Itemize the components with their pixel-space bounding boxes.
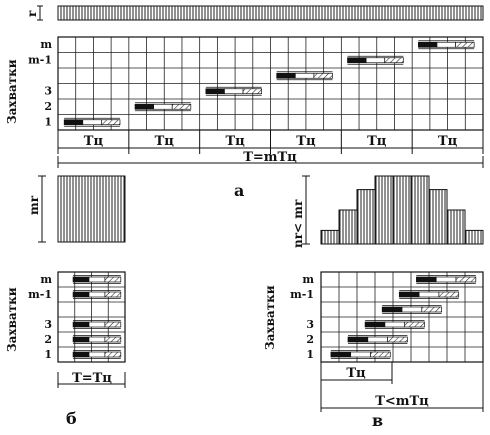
panel-c-resource-histogram: nr< mr [291,175,484,248]
panel-b-work-bar [72,335,122,344]
panel-c-row-label: 3 [306,318,314,331]
panel-c-histogram-bar [356,189,376,245]
panel-c-grid [320,271,484,363]
panel-a-cycle-labels: Тц Тц Тц Тц Тц Тц [57,130,484,154]
panel-a-sequential-schedule: Захватки m m-1 3 2 1 Тц Тц Тц Тц Тц Тц T=mТц а [5,36,484,200]
panel-a-work-bar [63,117,121,127]
panel-c-row-label: 2 [306,333,314,346]
panel-b-resource-block: mr [27,175,126,243]
panel-c-row-label: m-1 [290,288,314,301]
panel-a-cycle-label: Тц [225,134,245,149]
panel-a-work-bar [276,71,333,81]
panel-c-row-label: 1 [306,348,314,361]
panel-c-histogram-bar [428,189,448,245]
panel-b-row-label: 3 [44,318,52,331]
panel-a-cycle-label: Тц [367,134,387,149]
panel-a-cycle-label: Тц [155,134,175,149]
panel-a-row-label: m [40,38,52,51]
panel-a-letter: а [234,181,244,200]
panel-b-y-label: Захватки [5,287,19,352]
panel-c-work-bar [330,350,391,359]
panel-a-cycle-label: Тц [296,134,316,149]
panel-a-work-bar [205,86,262,96]
panel-a-row-label: 1 [44,116,52,129]
panel-a-work-bars [63,40,475,127]
panel-a-row-label: 2 [44,100,52,113]
panel-b-total-dimension: Т=Тц [57,371,126,388]
panel-c-cycle-dimension: Тц [320,362,393,384]
panel-a-cycle-label: Тц [84,134,104,149]
panel-c-cycle-label: Тц [346,366,366,381]
panel-a-work-bar [347,55,404,65]
panel-c-letter: в [372,411,383,430]
panel-c-row-labels: m m-1 3 2 1 [290,273,314,361]
panel-a-work-bar [418,40,475,50]
panel-b-grid-border [57,271,126,363]
panel-b-parallel-schedule: mr Захватки m m-1 3 2 1 Т=Тц б [5,175,126,428]
panel-c-histogram-bar [338,209,358,245]
panel-c-y-label: Захватки [263,285,277,350]
panel-c-histogram-bar [410,175,430,245]
panel-b-row-labels: m m-1 3 2 1 [28,273,52,361]
panel-b-grid [57,271,126,363]
panel-c-work-bars [330,275,477,359]
panel-b-work-bars [72,275,122,359]
panel-c-work-bar [347,335,408,344]
panel-a-row-label: 3 [44,85,52,98]
panel-c-row-label: m [302,273,314,286]
panel-c-work-bar [364,320,425,329]
panel-a-y-label: Захватки [5,59,19,124]
resource-axis-label: r [25,10,39,17]
panel-c-work-bar [398,290,460,299]
panel-a-row-labels: m m-1 3 2 1 [28,38,52,129]
panel-b-work-bar [72,320,122,329]
panel-b-resource-label: mr [27,195,41,215]
panel-c-flow-schedule: nr< mr Захватки m m-1 3 2 1 Тц T<mТц в [263,175,484,430]
panel-a-total-label: T=mТц [243,150,297,165]
panel-b-total-label: Т=Тц [72,371,112,386]
panel-c-histogram-bar [464,229,484,245]
panel-b-row-label: 1 [44,348,52,361]
panel-c-total-label: T<mТц [375,394,429,409]
panel-c-histogram-bar [446,209,466,245]
panel-b-row-label: m [40,273,52,286]
panel-b-row-label: 2 [44,333,52,346]
panel-a-row-label: m-1 [28,54,52,67]
panel-c-histogram-bar [320,229,340,245]
panel-b-work-bar [72,290,122,299]
panel-c-grid-border [320,271,484,363]
panel-c-resource-label: nr< mr [291,199,305,248]
panel-c-work-bar [416,275,477,284]
panel-b-work-bar [72,350,122,359]
panel-c-histogram-bar [374,175,394,245]
panel-b-letter: б [66,409,77,428]
panel-c-histogram-bar [392,175,412,245]
panel-b-row-label: m-1 [28,288,52,301]
panel-c-total-dimension: T<mТц [320,362,484,412]
panel-a-grid [57,36,484,131]
panel-a-total-dimension: T=mТц [57,150,484,168]
panel-c-work-bar [381,305,442,314]
top-resource-strip: r [25,5,484,21]
panel-a-work-bar [134,102,192,112]
panel-b-work-bar [72,275,122,284]
panel-a-cycle-label: Тц [438,134,458,149]
